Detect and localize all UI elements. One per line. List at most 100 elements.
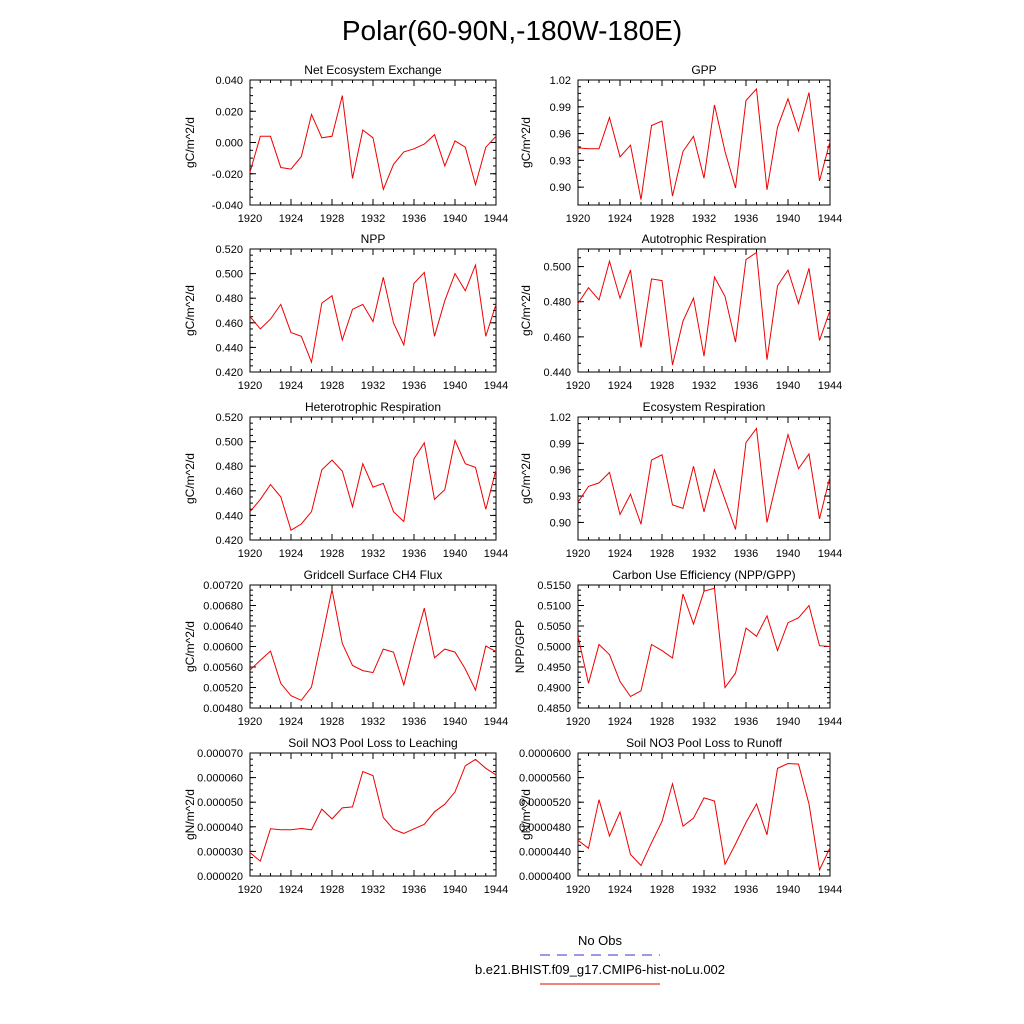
panel-title: Net Ecosystem Exchange — [304, 63, 442, 77]
y-tick-label: 0.99 — [550, 438, 571, 450]
plot-frame — [577, 416, 831, 541]
x-tick-label: 1944 — [818, 716, 842, 728]
y-axis-label: gC/m^2/d — [183, 453, 197, 504]
y-tick-label: 0.000060 — [197, 773, 243, 785]
x-tick-label: 1940 — [776, 380, 800, 392]
page-title: Polar(60-90N,-180W-180E) — [342, 15, 682, 46]
y-tick-label: 0.00520 — [203, 683, 243, 695]
y-tick-label: 0.00560 — [203, 662, 243, 674]
y-tick-label: 0.460 — [543, 332, 571, 344]
y-tick-label: 0.520 — [215, 244, 243, 256]
panel-3: NPP gC/m^2/d 1920 1924 1928 1932 1936 1940 1944 0… — [183, 232, 508, 392]
y-tick-label: 0.00720 — [203, 580, 243, 592]
y-axis-label: gC/m^2/d — [183, 285, 197, 336]
y-tick-label: 0.0000600 — [519, 748, 571, 760]
x-tick-label: 1920 — [566, 380, 590, 392]
series-line — [249, 758, 497, 863]
y-tick-label: 0.520 — [215, 412, 243, 424]
x-tick-label: 1944 — [818, 380, 842, 392]
x-tick-label: 1932 — [692, 716, 716, 728]
x-tick-label: 1928 — [320, 884, 344, 896]
x-tick-label: 1936 — [734, 884, 758, 896]
x-tick-label: 1940 — [443, 884, 467, 896]
plot-frame — [577, 584, 831, 709]
y-axis-label: gN/m^2/d — [519, 789, 533, 840]
x-tick-label: 1940 — [776, 716, 800, 728]
x-tick-label: 1920 — [566, 716, 590, 728]
y-axis-label: NPP/GPP — [513, 620, 527, 673]
panel-1: Net Ecosystem Exchange gC/m^2/d 1920 1924 19… — [183, 63, 508, 225]
y-tick-label: -0.020 — [212, 169, 243, 181]
panel-title: NPP — [361, 232, 386, 246]
y-tick-label: 0.000040 — [197, 822, 243, 834]
y-axis-label: gC/m^2/d — [519, 285, 533, 336]
x-tick-label: 1920 — [566, 548, 590, 560]
x-tick-label: 1932 — [692, 213, 716, 225]
y-tick-label: 0.93 — [550, 155, 571, 167]
y-tick-label: 0.000030 — [197, 846, 243, 858]
series-line — [577, 587, 831, 698]
y-tick-label: 0.460 — [215, 486, 243, 498]
panel-8: Carbon Use Efficiency (NPP/GPP) NPP/GPP 19… — [513, 568, 842, 728]
panel-title: Heterotrophic Respiration — [305, 400, 441, 414]
x-tick-label: 1928 — [320, 716, 344, 728]
y-tick-label: 0.4850 — [537, 703, 571, 715]
x-tick-label: 1924 — [279, 548, 303, 560]
x-tick-label: 1936 — [402, 884, 426, 896]
y-tick-label: 0.480 — [215, 461, 243, 473]
panel-title: Gridcell Surface CH4 Flux — [304, 568, 443, 582]
plot-frame — [249, 248, 497, 373]
y-tick-label: 1.02 — [550, 412, 571, 424]
x-tick-label: 1944 — [484, 548, 508, 560]
x-tick-label: 1924 — [279, 884, 303, 896]
y-tick-label: 0.440 — [215, 510, 243, 522]
x-tick-label: 1944 — [818, 884, 842, 896]
x-tick-label: 1928 — [320, 548, 344, 560]
panel-title: Autotrophic Respiration — [642, 232, 767, 246]
x-tick-label: 1924 — [608, 548, 632, 560]
x-tick-label: 1936 — [734, 380, 758, 392]
x-tick-label: 1924 — [608, 213, 632, 225]
series-line — [577, 762, 831, 872]
x-tick-label: 1928 — [320, 213, 344, 225]
y-tick-label: 0.500 — [215, 437, 243, 449]
x-tick-label: 1944 — [484, 716, 508, 728]
y-tick-label: 0.5000 — [537, 642, 571, 654]
x-tick-label: 1936 — [402, 213, 426, 225]
panel-title: Carbon Use Efficiency (NPP/GPP) — [612, 568, 795, 582]
y-tick-label: 0.480 — [543, 297, 571, 309]
y-axis-label: gC/m^2/d — [519, 453, 533, 504]
x-tick-label: 1928 — [650, 884, 674, 896]
series-line — [249, 438, 497, 531]
y-tick-label: 0.000050 — [197, 797, 243, 809]
y-tick-label: 0.0000560 — [519, 773, 571, 785]
y-tick-label: 0.440 — [215, 342, 243, 354]
y-tick-label: 0.00480 — [203, 703, 243, 715]
x-tick-label: 1944 — [818, 213, 842, 225]
x-tick-label: 1936 — [402, 380, 426, 392]
y-tick-label: 0.000070 — [197, 748, 243, 760]
y-tick-label: 0.0000440 — [519, 846, 571, 858]
y-axis-label: gC/m^2/d — [183, 621, 197, 672]
panel-4: Autotrophic Respiration gC/m^2/d 1920 1924 1… — [519, 232, 842, 392]
x-tick-label: 1928 — [650, 380, 674, 392]
series-line — [249, 263, 497, 365]
y-tick-label: 0.93 — [550, 491, 571, 503]
x-tick-label: 1936 — [734, 548, 758, 560]
x-tick-label: 1932 — [361, 380, 385, 392]
x-tick-label: 1924 — [279, 380, 303, 392]
series-line — [577, 427, 831, 530]
y-tick-label: 0.00680 — [203, 601, 243, 613]
y-tick-label: 0.500 — [543, 262, 571, 274]
x-tick-label: 1944 — [818, 548, 842, 560]
x-tick-label: 1940 — [776, 213, 800, 225]
panel-2: GPP gC/m^2/d 1920 1924 1928 1932 1936 1940 1944 0… — [519, 63, 842, 225]
panel-title: Ecosystem Respiration — [643, 400, 766, 414]
panel-10: Soil NO3 Pool Loss to Runoff gN/m^2/d 1920… — [519, 736, 842, 896]
x-tick-label: 1940 — [443, 380, 467, 392]
y-tick-label: 0.99 — [550, 102, 571, 114]
y-tick-label: 0.460 — [215, 318, 243, 330]
y-tick-label: 0.420 — [215, 367, 243, 379]
y-tick-label: 0.90 — [550, 517, 571, 529]
panel-title: Soil NO3 Pool Loss to Runoff — [626, 736, 783, 750]
